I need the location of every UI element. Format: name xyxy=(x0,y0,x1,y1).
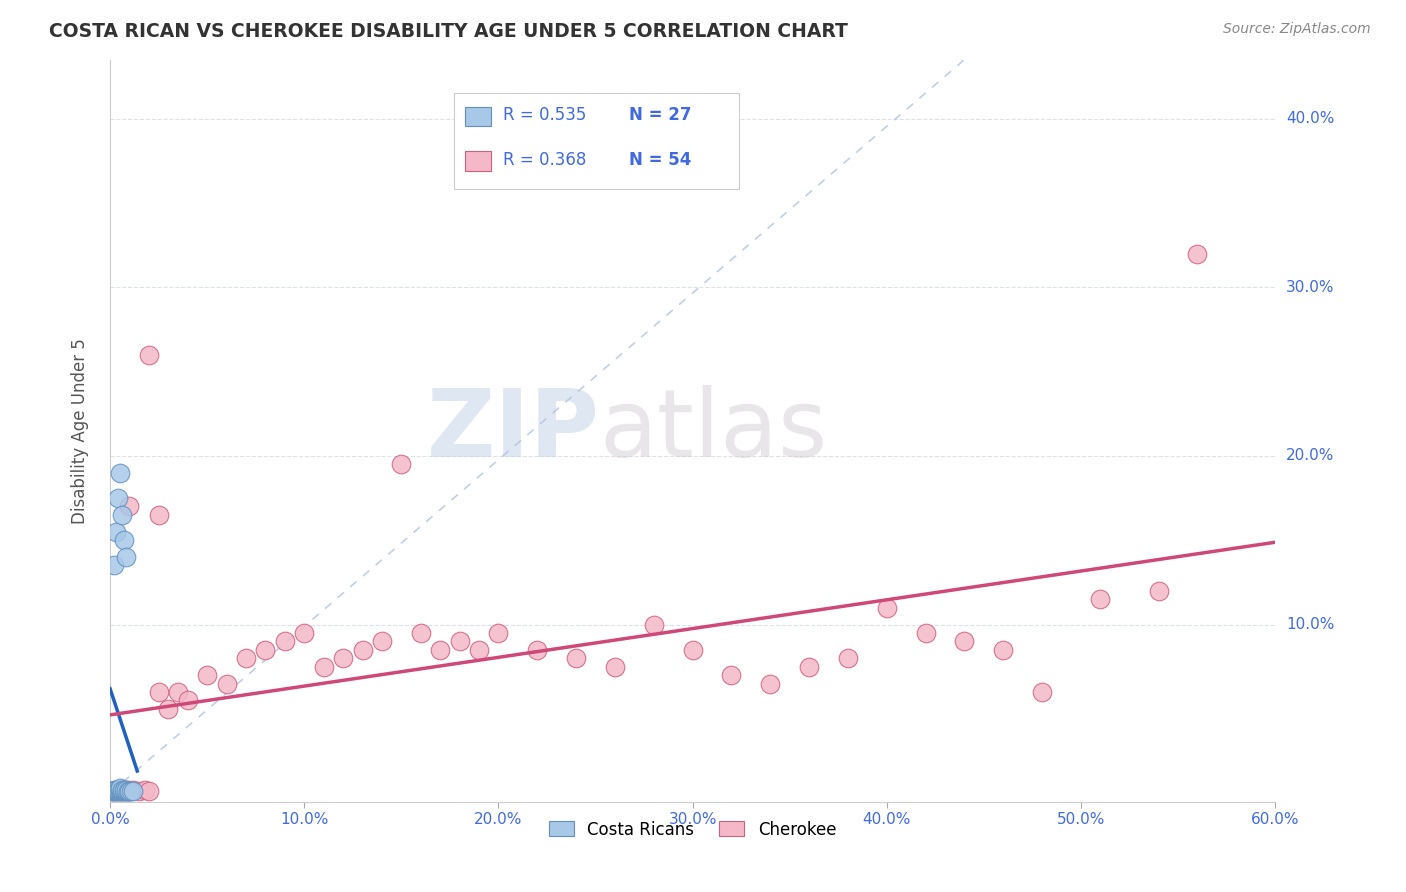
Point xyxy=(114,784,136,798)
Text: R = 0.535: R = 0.535 xyxy=(503,106,586,124)
Point xyxy=(111,508,134,522)
Point xyxy=(103,784,125,798)
Point xyxy=(117,782,139,797)
FancyBboxPatch shape xyxy=(465,107,491,127)
Point xyxy=(1031,685,1053,699)
Point xyxy=(107,782,129,797)
Text: 20.0%: 20.0% xyxy=(1286,449,1334,463)
Point xyxy=(107,784,129,798)
Point xyxy=(103,558,125,573)
Point xyxy=(112,782,135,797)
Point xyxy=(111,784,134,798)
Point xyxy=(122,784,145,798)
Point xyxy=(134,782,156,797)
Point xyxy=(120,784,142,798)
Point xyxy=(111,782,134,797)
Text: N = 27: N = 27 xyxy=(628,106,690,124)
Point xyxy=(643,617,665,632)
Point xyxy=(429,642,451,657)
Point xyxy=(797,659,820,673)
Point xyxy=(112,784,135,798)
Point xyxy=(104,782,127,797)
Point xyxy=(107,491,129,505)
Point xyxy=(104,784,127,798)
Point xyxy=(104,782,127,797)
Point xyxy=(167,685,190,699)
Point xyxy=(1147,583,1170,598)
Point xyxy=(108,781,131,796)
Point xyxy=(409,626,432,640)
Text: 40.0%: 40.0% xyxy=(1286,112,1334,126)
Point xyxy=(565,651,588,665)
Point xyxy=(108,782,131,797)
Point xyxy=(254,642,277,657)
Point xyxy=(449,634,471,648)
Point xyxy=(1187,246,1209,260)
Point xyxy=(177,693,200,707)
Point xyxy=(352,642,374,657)
Point xyxy=(114,782,136,797)
Point xyxy=(108,784,131,798)
Point xyxy=(122,782,145,797)
Text: N = 54: N = 54 xyxy=(628,151,690,169)
Point xyxy=(468,642,491,657)
Point xyxy=(112,782,135,797)
Text: R = 0.368: R = 0.368 xyxy=(503,151,586,169)
Point xyxy=(118,784,141,798)
Point xyxy=(101,784,124,798)
Point xyxy=(114,784,136,798)
Point xyxy=(603,659,626,673)
Point xyxy=(526,642,548,657)
Text: atlas: atlas xyxy=(599,384,828,476)
Y-axis label: Disability Age Under 5: Disability Age Under 5 xyxy=(72,338,89,524)
Point xyxy=(138,348,160,362)
Text: Source: ZipAtlas.com: Source: ZipAtlas.com xyxy=(1223,22,1371,37)
Point xyxy=(195,668,218,682)
Point xyxy=(292,626,315,640)
Point xyxy=(1090,592,1112,607)
Legend: Costa Ricans, Cherokee: Costa Ricans, Cherokee xyxy=(543,814,842,846)
Point xyxy=(148,685,170,699)
Point xyxy=(103,784,125,798)
Point xyxy=(148,508,170,522)
Text: COSTA RICAN VS CHEROKEE DISABILITY AGE UNDER 5 CORRELATION CHART: COSTA RICAN VS CHEROKEE DISABILITY AGE U… xyxy=(49,22,848,41)
Point xyxy=(108,782,131,797)
Point xyxy=(107,784,129,798)
Point xyxy=(876,600,898,615)
Point xyxy=(118,784,141,798)
Point xyxy=(274,634,297,648)
Point xyxy=(312,659,335,673)
Point xyxy=(720,668,742,682)
Text: 30.0%: 30.0% xyxy=(1286,280,1334,294)
Point xyxy=(235,651,257,665)
Point xyxy=(837,651,859,665)
Point xyxy=(138,784,160,798)
Point xyxy=(104,524,127,539)
Point xyxy=(371,634,394,648)
Point xyxy=(759,676,782,690)
Point xyxy=(128,784,150,798)
Point xyxy=(993,642,1015,657)
Point xyxy=(682,642,704,657)
Point xyxy=(332,651,354,665)
Point xyxy=(389,458,412,472)
Text: ZIP: ZIP xyxy=(426,384,599,476)
Point xyxy=(953,634,976,648)
Point xyxy=(118,500,141,514)
Point xyxy=(117,784,139,798)
Text: 10.0%: 10.0% xyxy=(1286,617,1334,632)
FancyBboxPatch shape xyxy=(454,93,740,189)
Point xyxy=(215,676,238,690)
Point xyxy=(111,784,134,798)
Point xyxy=(157,702,180,716)
Point xyxy=(112,533,135,548)
Point xyxy=(103,782,125,797)
Point xyxy=(108,466,131,480)
Point xyxy=(914,626,936,640)
Point xyxy=(101,784,124,798)
Point xyxy=(488,626,510,640)
FancyBboxPatch shape xyxy=(465,152,491,171)
Point xyxy=(114,550,136,565)
